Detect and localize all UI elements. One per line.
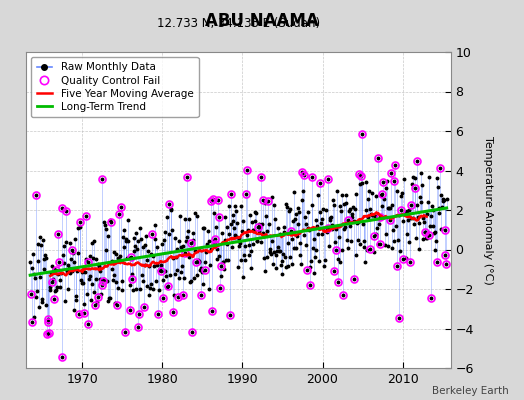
Legend: Raw Monthly Data, Quality Control Fail, Five Year Moving Average, Long-Term Tren: Raw Monthly Data, Quality Control Fail, … [31, 57, 199, 117]
Title: 12.733 N, 34.133 E (Sudan): 12.733 N, 34.133 E (Sudan) [157, 17, 320, 30]
Text: ABU NAAMA: ABU NAAMA [205, 12, 319, 30]
Text: Berkeley Earth: Berkeley Earth [432, 386, 508, 396]
Y-axis label: Temperature Anomaly (°C): Temperature Anomaly (°C) [483, 136, 493, 284]
